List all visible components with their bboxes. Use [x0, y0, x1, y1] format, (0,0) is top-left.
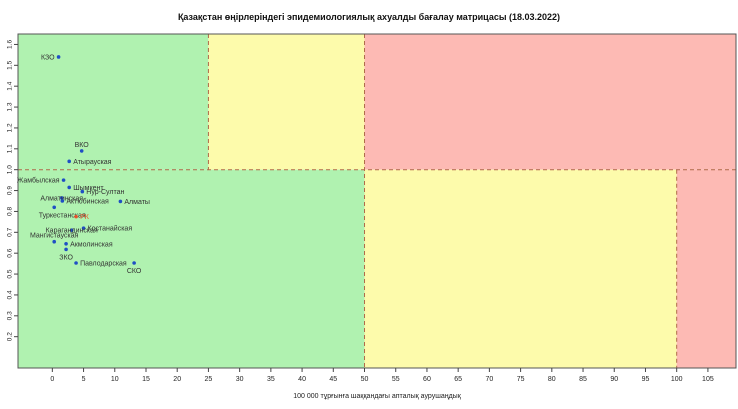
zone-4: [364, 169, 677, 368]
data-label-12: Карагандинская: [46, 228, 98, 235]
y-tick-label: 1.3: [7, 102, 14, 111]
x-tick-label: 80: [548, 376, 556, 383]
data-point-8: [118, 199, 123, 204]
y-tick-label: 0.2: [7, 332, 14, 341]
data-point-16: [74, 261, 78, 265]
data-point-13: [52, 239, 57, 244]
data-label-0: КЗО: [41, 54, 55, 61]
x-tick-label: 35: [267, 376, 275, 383]
x-tick-label: 105: [702, 376, 714, 383]
y-tick-label: 0.7: [7, 227, 14, 236]
y-tick-label: 1.5: [7, 60, 14, 69]
data-point-1: [79, 149, 84, 153]
data-point-6: [59, 196, 64, 200]
zone-2: [364, 34, 736, 170]
zone-1: [208, 34, 365, 170]
data-label-17: СКО: [127, 268, 142, 275]
data-label-5: Нур-Султан: [86, 189, 124, 196]
y-tick-label: 1.0: [7, 165, 14, 174]
data-label-7: Актюбинская: [66, 198, 109, 206]
data-point-10: [74, 214, 78, 219]
x-axis-label: 100 000 тұрғынға шаққандағы апталық ауру…: [293, 393, 461, 400]
data-point-9: [52, 205, 57, 210]
data-point-17: [132, 261, 136, 265]
data-point-3: [61, 178, 66, 182]
data-points: КЗО ВКО Атырауская Жамбылская ШымкентНур-Сул…: [17, 54, 150, 275]
x-tick-label: 15: [142, 376, 150, 383]
x-tick-label: 65: [454, 376, 462, 383]
y-tick-label: 1.4: [7, 81, 14, 90]
data-point-4: [67, 185, 71, 190]
x-tick-label: 85: [579, 376, 587, 383]
data-point-2: [67, 159, 71, 164]
x-tick-label: 55: [392, 376, 400, 383]
data-label-16: Павлодарская: [80, 260, 127, 267]
risk-zones: [18, 34, 736, 368]
data-point-12: [69, 228, 74, 233]
y-tick-label: 0.8: [7, 207, 14, 216]
chart-title: Қазақстан өңірлеріндегі эпидемиологиялық…: [177, 12, 561, 22]
data-label-11: Костанайская: [88, 225, 133, 233]
x-tick-label: 90: [610, 376, 618, 383]
x-tick-label: 70: [485, 376, 493, 383]
x-tick-label: 25: [205, 376, 213, 383]
x-tick-label: 50: [361, 376, 369, 383]
y-tick-label: 0.9: [7, 186, 14, 195]
zone-5: [676, 169, 736, 368]
data-label-8: Алматы: [124, 199, 150, 206]
x-tick-label: 95: [642, 376, 650, 383]
y-tick-label: 1.6: [7, 40, 14, 49]
y-tick-label: 1.1: [7, 144, 14, 153]
data-label-10: РК: [80, 214, 90, 221]
data-label-15: ЗКО: [59, 254, 73, 261]
x-tick-label: 20: [173, 376, 181, 383]
x-tick-label: 30: [236, 376, 244, 383]
data-point-11: [81, 226, 86, 230]
data-point-15: [64, 247, 68, 252]
x-tick-label: 60: [423, 376, 431, 383]
plot-frame: [17, 33, 737, 369]
data-label-3: Жамбылская: [17, 177, 60, 185]
data-point-7: [60, 199, 65, 203]
data-label-13: Мангистауская: [30, 233, 79, 240]
data-label-4: Шымкент: [73, 185, 104, 192]
zone-0: [18, 34, 209, 170]
y-tick-label: 0.5: [7, 269, 14, 278]
x-tick-label: 5: [82, 376, 86, 383]
data-label-6: Алматинская: [40, 195, 83, 202]
data-point-14: [64, 241, 68, 246]
zone-3: [18, 169, 365, 368]
x-tick-label: 40: [298, 376, 306, 383]
data-point-5: [80, 189, 85, 194]
data-label-1: ВКО: [75, 142, 90, 149]
y-tick-label: 0.6: [7, 248, 14, 257]
y-tick-label: 0.4: [7, 290, 14, 299]
data-point-0: [56, 55, 61, 59]
x-tick-label: 10: [111, 376, 119, 383]
x-tick-label: 100: [671, 376, 683, 383]
axes: 0 5 10 15 20 25 30 35 40 45 50 55 60 65 70 75 80 85 90 95 10…: [7, 33, 737, 383]
threshold-lines: [18, 34, 736, 368]
y-tick-label: 0.3: [7, 311, 14, 320]
x-tick-label: 75: [517, 376, 525, 383]
x-tick-label: 0: [50, 376, 54, 383]
x-tick-label: 45: [329, 376, 337, 383]
data-label-14: Акмолинская: [70, 241, 113, 248]
data-label-9: Туркестанская: [39, 212, 86, 219]
data-label-2: Атырауская: [73, 159, 111, 166]
y-tick-label: 1.2: [7, 123, 14, 132]
